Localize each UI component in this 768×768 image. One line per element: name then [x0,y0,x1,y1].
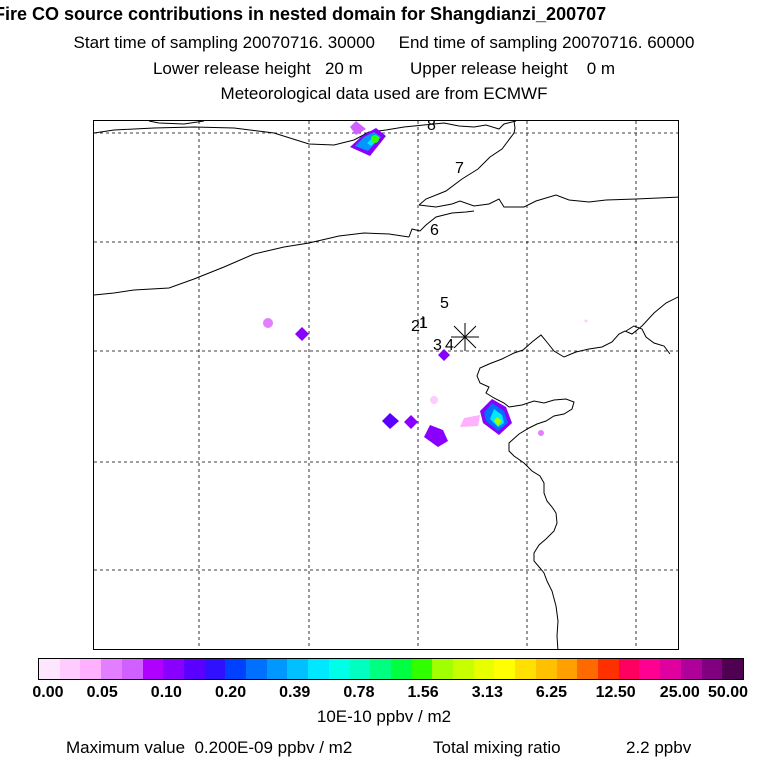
plume-cell [371,135,379,143]
colorbar-segment [722,659,743,679]
plume-cell [584,319,588,323]
lower-release-label: Lower release height 20 m [152,59,363,78]
colorbar-segment [183,659,205,679]
map-grid [94,121,678,649]
colorbar-segment [328,659,350,679]
map-title: Fire CO source contributions in nested d… [0,4,607,24]
colorbar-segment [515,659,536,679]
coastline [508,398,575,649]
colorbar-tick-label: 25.00 [659,684,700,701]
trajectory-label-2: 2 [411,318,420,335]
colorbar-segment [597,659,619,679]
colorbar-segment [660,659,681,679]
upper-release-label: Upper release height 0 m [409,59,616,78]
colorbar-segment [680,659,702,679]
colorbar-tick-label: 0.10 [150,684,182,701]
colorbar-segment [556,659,578,679]
boundary-line [408,210,475,238]
colorbar-ticks: 0.00 0.05 0.10 0.20 0.39 0.78 1.56 3.13 6.25 12.5… [0,684,768,704]
colorbar-segment [142,659,164,679]
colorbar-segment [535,659,557,679]
plume-cell [460,415,480,427]
trajectory-label-4: 4 [445,337,454,354]
colorbar-units: 10E-10 ppbv / m2 [316,707,452,726]
colorbar-tick-label: 3.13 [471,684,503,701]
start-time-label: Start time of sampling 20070716. 30000 [73,33,376,52]
map-canvas: 8 7 6 5 2 1 3 4 [94,121,678,649]
colorbar-segment [639,659,661,679]
boundary-line [94,232,410,296]
plume-cell [424,425,448,447]
plume-cell [382,413,399,429]
colorbar-segment [266,659,288,679]
met-data-label: Meteorological data used are from ECMWF [220,84,548,103]
colorbar [38,658,744,680]
colorbar-segment [349,659,371,679]
colorbar-segment [701,659,723,679]
trajectory-label-5: 5 [440,295,449,312]
plume-cell [494,417,502,426]
colorbar-segment [163,659,184,679]
colorbar-segment [204,659,226,679]
colorbar-segment [80,659,102,679]
colorbar-tick-label: 0.20 [214,684,247,701]
colorbar-tick-label: 12.50 [595,684,636,701]
colorbar-segment [225,659,247,679]
boundary-line [418,194,678,208]
colorbar-segment [59,659,81,679]
colorbar-tick-label: 0.39 [279,684,311,701]
plume-cell [404,415,418,429]
plume-cell [263,318,273,328]
release-heights: Lower release height 20 m Upper release … [0,59,768,79]
colorbar-segment [287,659,309,679]
trajectory-label-3: 3 [433,337,442,354]
plume-cell [350,121,366,135]
colorbar-segment [390,659,412,679]
map-panel: 8 7 6 5 2 1 3 4 [93,120,679,650]
coastline [476,296,678,408]
plume-cell [430,396,438,404]
plume-layer [263,121,588,447]
colorbar-segment [494,659,516,679]
colorbar-tick-label: 6.25 [535,684,568,701]
coastlines [94,121,678,649]
colorbar-segment [370,659,391,679]
colorbar-segment [453,659,474,679]
colorbar-segment [473,659,495,679]
colorbar-segment [308,659,329,679]
colorbar-segment [39,659,60,679]
colorbar-tick-label: 0.78 [343,684,375,701]
colorbar-segment [246,659,267,679]
colorbar-tick-label: 1.56 [407,684,439,701]
plume-cell [438,349,450,361]
colorbar-segment [101,659,122,679]
trajectory-label-7: 7 [455,160,464,177]
max-value-label: Maximum value 0.200E-09 ppbv / m2 [66,738,353,757]
colorbar-tick-label: 50.00 [707,684,749,701]
boundary-line [148,121,205,125]
boundary-line [418,121,516,206]
colorbar-segment [577,659,598,679]
trajectory-label-1: 1 [419,315,428,332]
colorbar-tick-label: 0.05 [86,684,118,701]
receptor-marker [451,323,479,351]
total-mixing-value: 2.2 ppbv [626,738,692,757]
colorbar-segment [411,659,433,679]
colorbar-segment [432,659,454,679]
plume-cell [295,327,309,341]
island-outline [625,325,671,355]
plume-cell [538,430,544,436]
total-mixing-label: Total mixing ratio [433,738,561,757]
end-time-label: End time of sampling 20070716. 60000 [398,33,695,52]
trajectory-label-8: 8 [427,121,436,134]
sampling-times: Start time of sampling 20070716. 30000 E… [0,33,768,53]
colorbar-segment [121,659,143,679]
trajectory-label-6: 6 [430,222,439,239]
colorbar-segment [618,659,640,679]
colorbar-tick-label: 0.00 [32,684,64,701]
